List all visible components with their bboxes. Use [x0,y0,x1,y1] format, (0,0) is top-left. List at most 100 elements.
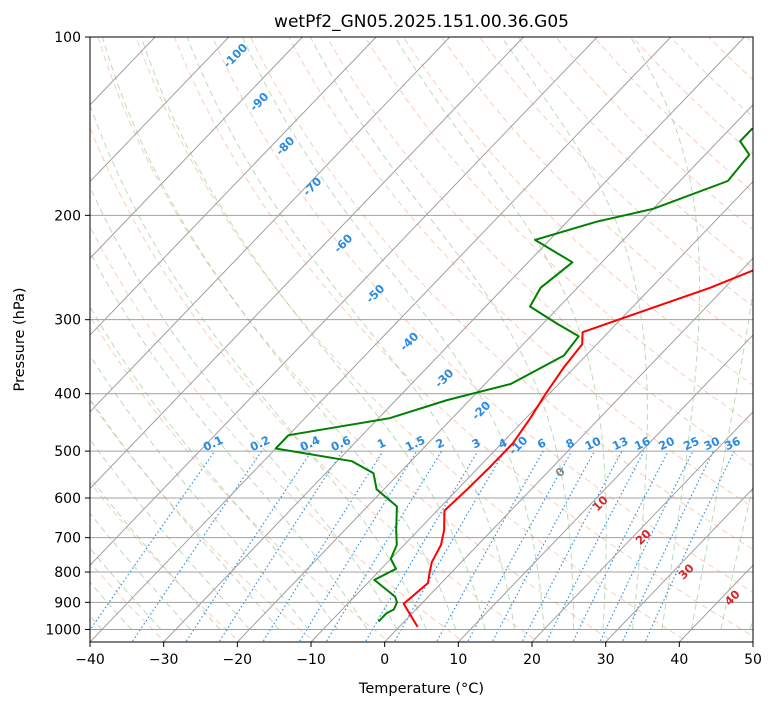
moist-adiabat [720,483,753,630]
moist-adiabat [90,306,339,630]
dry-adiabat [364,37,753,426]
moist-adiabat [90,103,427,630]
mixing-ratio-label: 2 [433,435,446,451]
y-tick-label: 300 [54,313,81,329]
mixing-ratio-line [572,450,669,642]
dry-adiabat [250,37,753,551]
mixing-ratio-line [90,450,216,632]
isotherm-line [678,564,753,642]
dry-adiabat [90,315,391,642]
moist-adiabat-label: -50 [363,281,388,306]
y-tick-label: 900 [54,595,81,611]
isotherm-line [90,37,672,642]
x-tick-label: −30 [149,652,179,668]
mixing-ratio-label: 10 [583,434,603,453]
moist-adiabat-label: -40 [397,329,422,354]
grid-lines [0,37,753,642]
isotherm-line [457,334,753,642]
dry-adiabat [90,481,241,642]
mixing-ratio-label: 13 [610,434,630,453]
moist-adiabat-label: 40 [722,587,743,608]
x-tick-label: 50 [744,652,762,668]
y-tick-label: 200 [54,208,81,224]
moist-adiabat-label: 30 [676,561,697,582]
moist-adiabat-label: -20 [469,398,494,423]
x-tick-label: −20 [223,652,253,668]
moist-adiabat-label: -70 [300,174,325,199]
dry-adiabat [631,37,753,155]
x-tick-label: 10 [449,652,467,668]
isotherm-line [0,37,8,642]
moist-adiabat-label: -30 [432,366,457,391]
y-axis-title: Pressure (hPa) [12,287,28,391]
plot-frame [89,36,754,643]
x-tick-label: 40 [670,652,688,668]
moist-adiabat [90,185,398,630]
dry-adiabat [402,37,753,386]
mixing-ratio-line [545,450,645,642]
x-tick-label: −40 [75,652,105,668]
axis-ticks: −40 −30 −20 −10 0 10 20 30 40 5010009008007006005… [45,30,762,668]
moist-adiabat [749,615,753,630]
mixing-ratio-label: 36 [722,434,742,453]
x-axis-title: Temperature (°C) [358,681,484,697]
reference-line-labels: 0.1 0.2 0.4 0.6 1 1.5 2 3 4 6 8 10 13 16 20 25 30 36-100-… [201,40,743,608]
y-tick-label: 700 [54,531,81,547]
mixing-ratio-line [644,450,735,642]
dry-adiabat [90,225,465,642]
x-tick-label: −10 [296,652,326,668]
moist-adiabat [690,288,753,630]
mixing-ratio-label: 30 [701,434,721,453]
y-tick-label: 100 [54,30,81,46]
moist-adiabat [90,512,191,630]
dry-adiabat [555,37,753,231]
isotherm-line [752,641,753,642]
mixing-ratio-line [621,450,714,642]
mixing-ratio-label: 1 [375,435,388,451]
moist-adiabat-label: 10 [590,493,611,514]
dry-adiabat [708,37,753,81]
x-tick-label: 20 [523,652,541,668]
y-tick-label: 1000 [45,622,81,638]
moist-adiabat [241,37,545,630]
x-tick-label: 30 [597,652,615,668]
moist-adiabat-label: -80 [273,134,298,159]
moist-adiabat [101,37,457,630]
isotherm-line [236,104,753,642]
isotherm-line [605,487,753,642]
isotherm-line [531,411,753,642]
moist-adiabat-label: 20 [633,526,654,547]
mixing-ratio-label: 16 [632,434,652,453]
moist-adiabat [629,37,701,630]
y-tick-label: 600 [54,491,81,507]
isotherm-line [90,37,230,183]
background-lines [90,37,753,642]
isotherm-line [90,37,303,260]
isotherm-line [90,37,451,413]
moist-adiabat-label: -60 [331,231,356,256]
moist-adiabat-label: -100 [220,40,250,70]
moist-adiabat [186,37,516,630]
mixing-ratio-label: 25 [681,434,701,453]
isotherm-line [163,37,745,642]
dewpoint-profile [274,127,753,623]
moist-adiabat [309,37,574,630]
dry-adiabat [746,37,753,44]
mixing-ratio-line [298,450,418,642]
y-tick-label: 500 [54,444,81,460]
y-tick-label: 400 [54,387,81,403]
moist-adiabat [90,398,280,630]
mixing-ratio-line [185,450,313,642]
dry-adiabat [97,37,615,642]
moist-adiabat [394,37,607,630]
moist-adiabat [500,37,648,630]
mixing-ratio-line [435,450,544,642]
isotherm-line [90,37,524,490]
temperature-profile [402,269,753,628]
dry-adiabat [288,37,753,508]
mixing-ratio-label: 6 [535,435,548,451]
isotherm-line [384,257,753,642]
mixing-ratio-line [262,450,384,642]
moist-adiabat [90,250,368,630]
